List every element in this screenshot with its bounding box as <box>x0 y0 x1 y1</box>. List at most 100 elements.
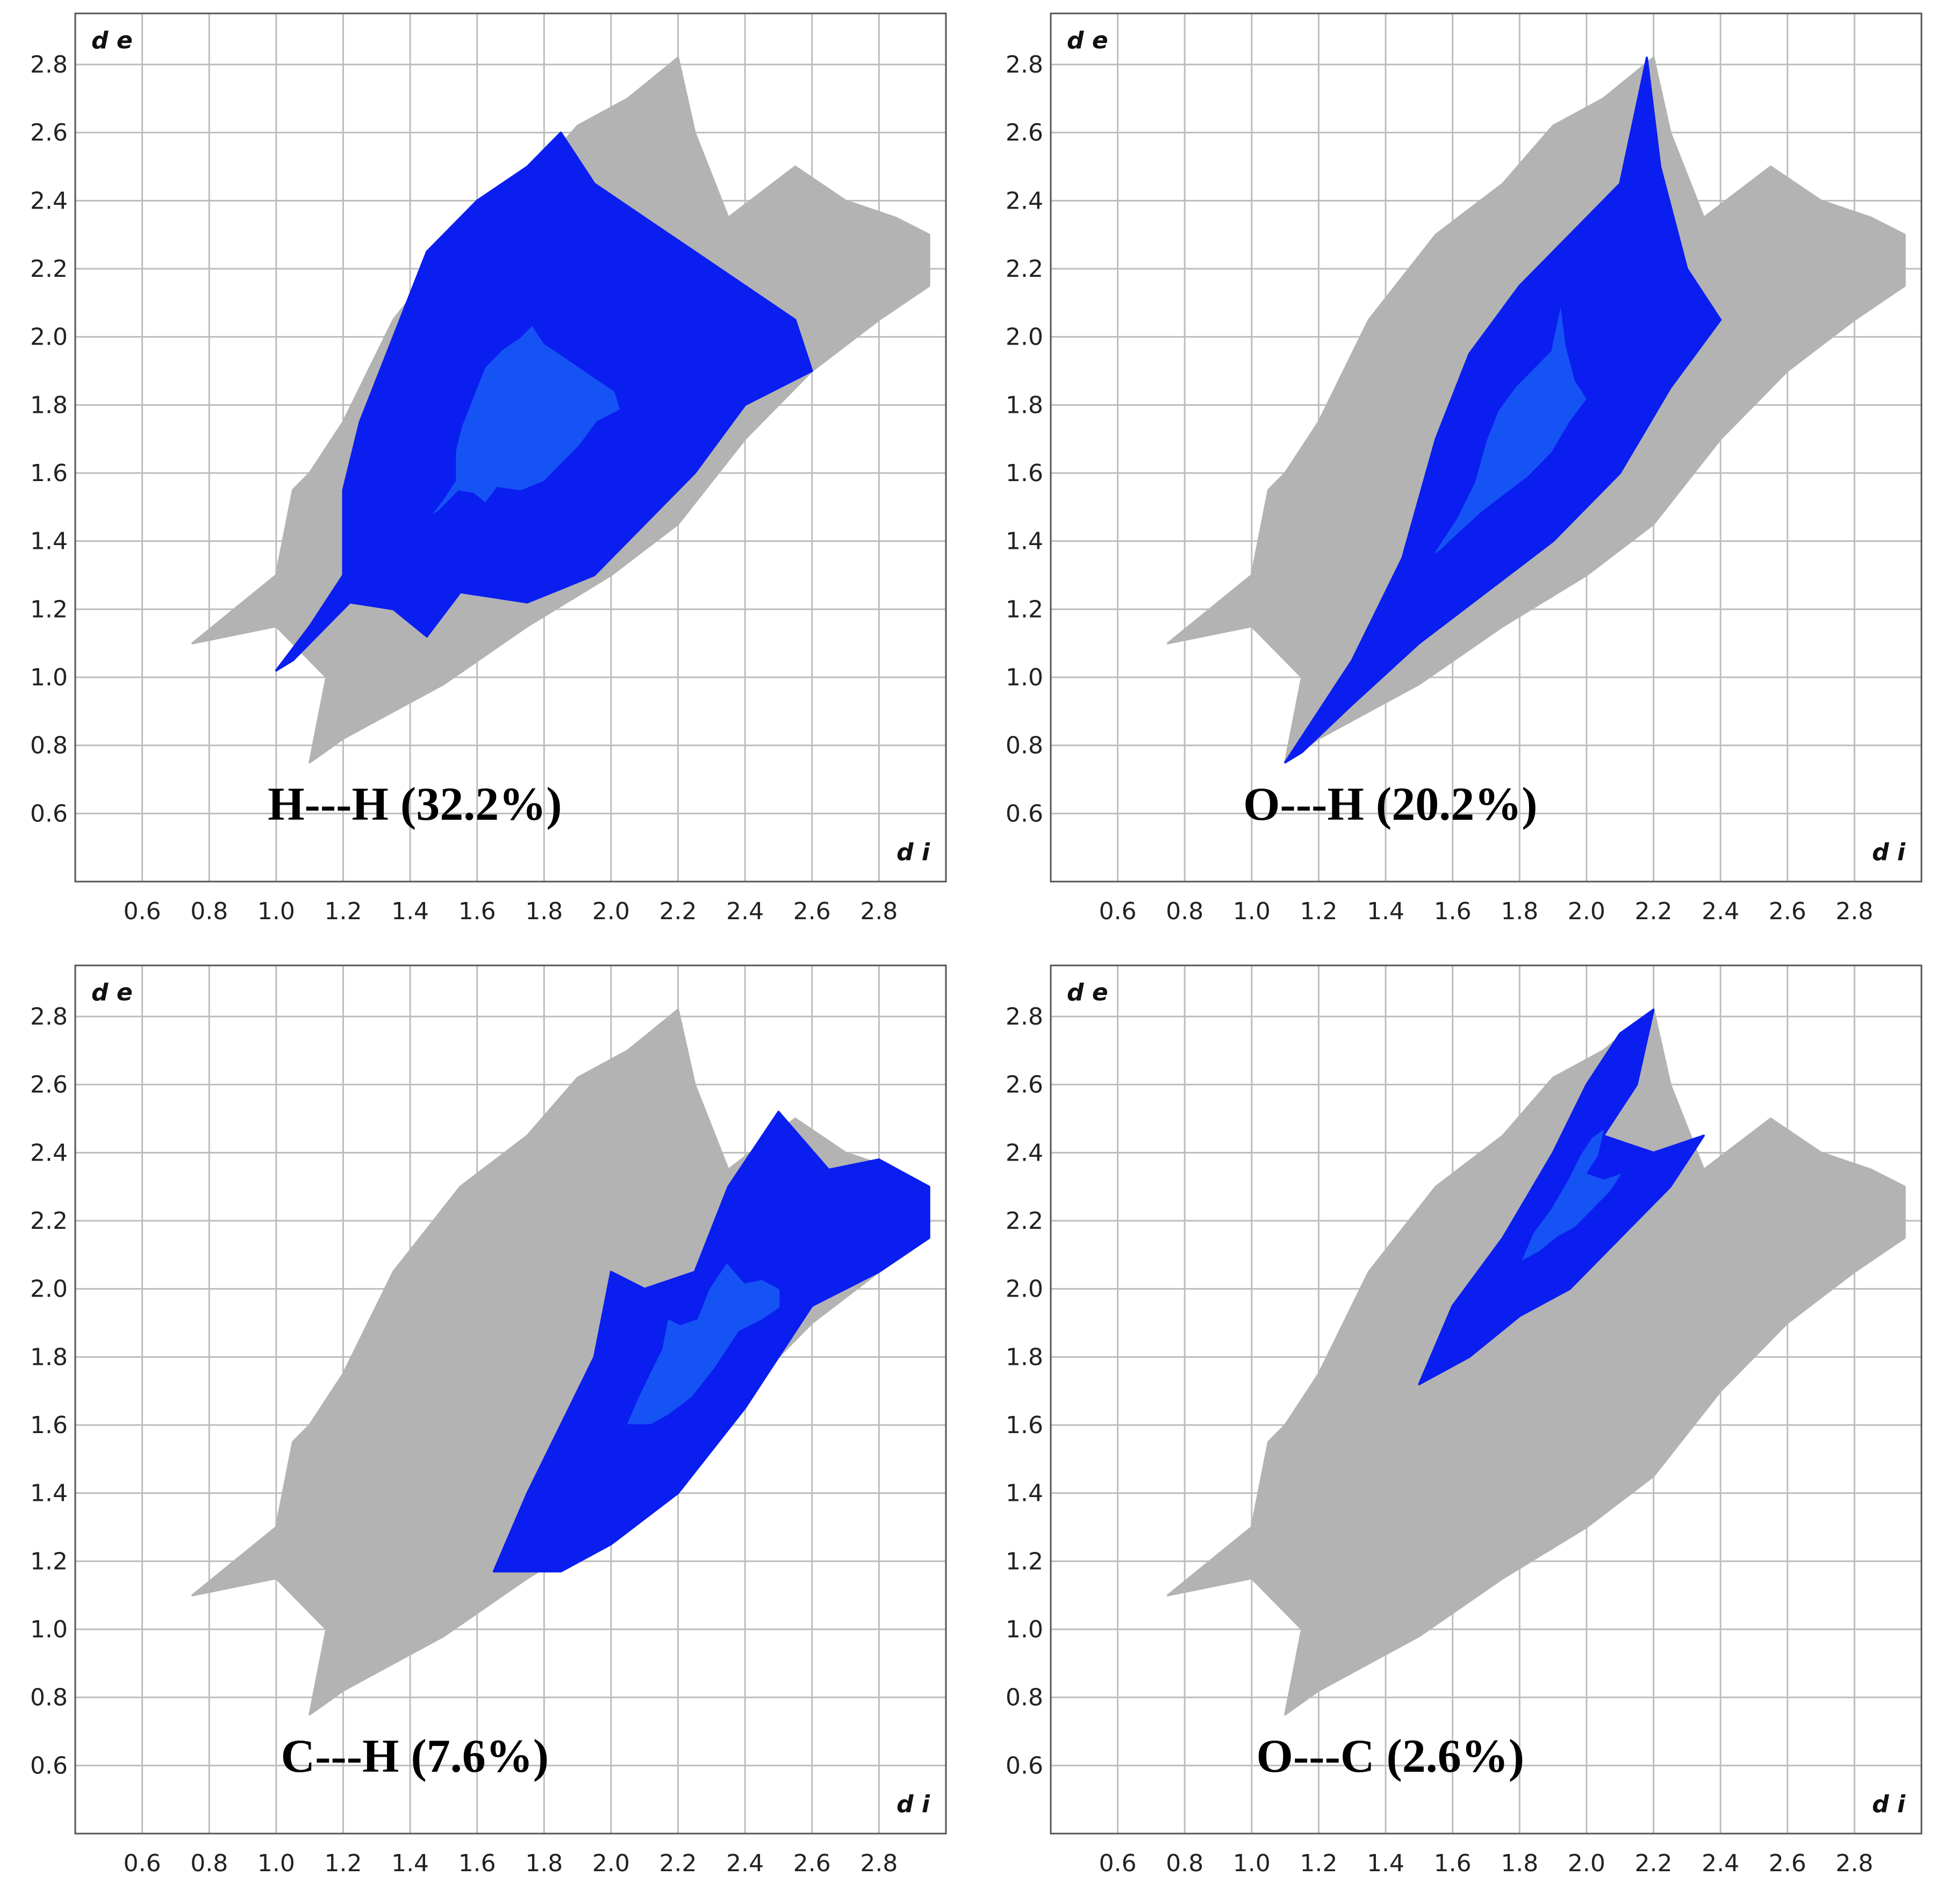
highlight-density-core <box>432 326 620 514</box>
y-tick-label: 1.6 <box>30 1412 68 1439</box>
x-tick-label: 2.8 <box>860 1850 898 1877</box>
x-tick-label: 1.2 <box>1300 898 1337 925</box>
highlight-points-H---H <box>275 131 813 672</box>
x-tick-label: 1.2 <box>324 898 362 925</box>
x-tick-label: 2.6 <box>1769 1850 1806 1877</box>
fingerprint-plot-h-h: 0.6 0.8 1.0 1.2 1.4 1.6 1.8 2.0 2.2 2.4 2.6 2.8 0.6 0… <box>0 0 976 952</box>
y-tick-label: 1.4 <box>30 1480 68 1507</box>
x-tick-label: 1.0 <box>257 1850 295 1877</box>
y-tick-label: 0.6 <box>30 800 68 827</box>
x-tick-label: 1.8 <box>1501 898 1538 925</box>
fingerprint-plot-o-h: 0.6 0.8 1.0 1.2 1.4 1.6 1.8 2.0 2.2 2.4 2.6 2.8 0.6 0… <box>976 0 1951 952</box>
y-tick-label: 2.6 <box>30 119 68 147</box>
plot-caption: O---C (2.6%) <box>1257 1730 1525 1783</box>
y-tick-label: 2.8 <box>30 1003 68 1030</box>
y-tick-label: 2.6 <box>30 1071 68 1099</box>
x-tick-label: 1.8 <box>525 1850 563 1877</box>
y-tick-label: 2.2 <box>30 255 68 283</box>
y-tick-label: 2.6 <box>1006 1071 1043 1099</box>
x-tick-label: 2.2 <box>659 1850 697 1877</box>
x-tick-label: 0.6 <box>124 1850 161 1877</box>
y-tick-label: 0.6 <box>1006 800 1043 827</box>
x-tick-label: 1.0 <box>1233 898 1271 925</box>
x-tick-label: 2.8 <box>1835 1850 1873 1877</box>
y-tick-label: 1.0 <box>30 664 68 691</box>
y-tick-label: 1.6 <box>30 460 68 487</box>
x-tick-label: 2.0 <box>592 1850 630 1877</box>
plot-caption: C---H (7.6%) <box>281 1730 549 1783</box>
x-tick-label: 0.8 <box>190 898 228 925</box>
x-tick-label: 2.2 <box>659 898 697 925</box>
x-tick-label: 1.4 <box>1367 1850 1404 1877</box>
plot-frame <box>74 964 947 1835</box>
x-tick-label: 1.6 <box>458 898 496 925</box>
y-tick-label: 0.8 <box>1006 1684 1043 1712</box>
x-axis-label: d i <box>896 1791 930 1818</box>
y-tick-label: 1.0 <box>1006 664 1043 691</box>
y-tick-label: 1.2 <box>1006 596 1043 623</box>
x-tick-label: 1.8 <box>1501 1850 1538 1877</box>
y-tick-label: 2.4 <box>30 187 68 214</box>
y-tick-label: 1.2 <box>1006 1548 1043 1575</box>
x-axis-label: d i <box>1872 1791 1906 1818</box>
x-tick-label: 2.2 <box>1635 1850 1673 1877</box>
y-tick-label: 1.6 <box>1006 1412 1043 1439</box>
y-tick-label: 1.0 <box>1006 1616 1043 1643</box>
x-tick-label: 2.4 <box>1702 1850 1739 1877</box>
x-tick-label: 0.6 <box>1099 898 1137 925</box>
plot-frame <box>1050 12 1923 883</box>
x-tick-label: 2.0 <box>1568 898 1605 925</box>
y-tick-label: 2.4 <box>30 1139 68 1166</box>
x-tick-label: 0.6 <box>1099 1850 1137 1877</box>
x-tick-label: 2.6 <box>793 898 831 925</box>
y-tick-label: 2.2 <box>1006 255 1043 283</box>
plot-svg: 0.6 0.8 1.0 1.2 1.4 1.6 1.8 2.0 2.2 2.4 2.6 2.8 0.6 0… <box>30 12 947 925</box>
x-tick-label: 1.4 <box>391 898 429 925</box>
highlight-density-core <box>1522 1129 1622 1261</box>
y-axis-label: d e <box>1067 979 1108 1006</box>
x-tick-label: 1.0 <box>257 898 295 925</box>
x-tick-label: 1.8 <box>525 898 563 925</box>
plot-frame <box>74 12 947 883</box>
y-tick-label: 2.2 <box>30 1207 68 1235</box>
y-tick-label: 2.6 <box>1006 119 1043 147</box>
highlight-points-O---H <box>1284 56 1722 764</box>
y-tick-label: 0.8 <box>1006 732 1043 760</box>
x-tick-label: 2.6 <box>1769 898 1806 925</box>
y-tick-label: 1.8 <box>1006 391 1043 419</box>
y-tick-label: 1.6 <box>1006 460 1043 487</box>
y-tick-label: 2.0 <box>1006 324 1043 351</box>
plot-frame <box>1050 964 1923 1835</box>
highlight-points-C---H <box>492 1111 930 1573</box>
x-tick-label: 1.4 <box>391 1850 429 1877</box>
y-axis-label: d e <box>91 27 133 54</box>
highlight-density-core <box>1434 307 1587 554</box>
y-tick-label: 2.4 <box>1006 1139 1043 1166</box>
y-tick-label: 2.8 <box>1006 1003 1043 1030</box>
x-tick-label: 2.2 <box>1635 898 1673 925</box>
y-tick-label: 2.0 <box>30 1276 68 1303</box>
y-axis-label: d e <box>91 979 133 1006</box>
y-tick-label: 1.4 <box>1006 528 1043 555</box>
x-tick-label: 2.4 <box>726 1850 764 1877</box>
y-tick-label: 1.2 <box>30 1548 68 1575</box>
y-tick-label: 0.6 <box>30 1752 68 1779</box>
background-points <box>1167 1008 1906 1716</box>
x-axis-label: d i <box>896 839 930 866</box>
y-tick-label: 1.4 <box>1006 1480 1043 1507</box>
y-tick-label: 2.2 <box>1006 1207 1043 1235</box>
x-tick-label: 1.6 <box>1434 1850 1472 1877</box>
fingerprint-plot-c-h: 0.6 0.8 1.0 1.2 1.4 1.6 1.8 2.0 2.2 2.4 2.6 2.8 0.6 0… <box>0 952 976 1904</box>
x-tick-label: 2.8 <box>860 898 898 925</box>
x-tick-label: 2.0 <box>1568 1850 1605 1877</box>
y-tick-label: 1.0 <box>30 1616 68 1643</box>
x-tick-label: 1.2 <box>1300 1850 1337 1877</box>
x-tick-label: 0.8 <box>190 1850 228 1877</box>
x-axis-label: d i <box>1872 839 1906 866</box>
y-tick-label: 1.8 <box>30 1343 68 1371</box>
y-tick-label: 2.4 <box>1006 187 1043 214</box>
x-tick-label: 1.6 <box>1434 898 1472 925</box>
x-tick-label: 2.0 <box>592 898 630 925</box>
plot-caption: H---H (32.2%) <box>268 778 562 831</box>
x-tick-label: 2.4 <box>726 898 764 925</box>
